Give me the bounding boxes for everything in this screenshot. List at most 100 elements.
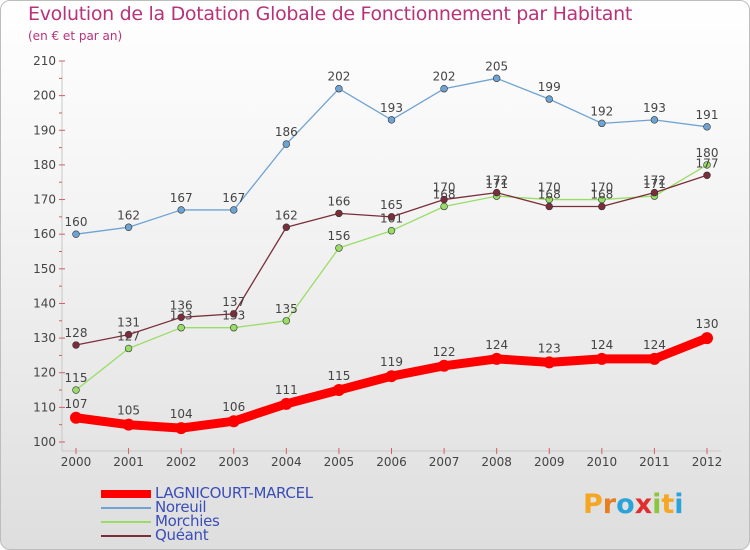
data-label: 172 [643,174,666,188]
legend-label: Morchies [155,512,220,530]
data-point [282,317,291,325]
data-label: 135 [275,302,298,316]
logo-letter: t [661,489,675,520]
data-point [703,171,711,180]
chart-subtitle: (en € et par an) [28,29,123,43]
legend-swatch [101,507,151,509]
data-label: 170 [433,181,456,195]
logo-letter: o [616,489,635,520]
data-point [701,332,713,345]
data-label: 177 [696,156,719,170]
data-label: 124 [485,338,508,352]
data-label: 115 [327,369,350,383]
data-label: 186 [275,125,298,139]
data-point [335,244,343,252]
x-tick-label: 2006 [376,455,407,469]
x-tick-label: 2000 [61,455,92,469]
data-point [598,119,606,128]
data-label: 168 [538,187,561,201]
y-tick-label: 210 [33,54,56,68]
data-label: 156 [327,229,350,243]
data-label: 193 [380,101,403,115]
data-point [72,230,80,238]
data-point [385,370,398,383]
data-label: 123 [538,341,561,355]
logo-letter: x [634,489,653,520]
x-tick-label: 2002 [166,455,197,469]
y-tick-label: 120 [33,366,56,380]
data-point [387,213,396,221]
data-label: 128 [65,326,88,340]
data-point [227,415,240,428]
data-point [648,352,661,365]
data-point [703,123,711,131]
data-label: 137 [222,295,245,309]
data-point [438,359,451,372]
x-tick-label: 2003 [218,455,249,469]
data-label: 105 [117,404,140,418]
data-label: 106 [222,400,245,414]
legend-swatch [101,490,151,498]
data-point [124,223,133,231]
data-point [282,140,291,148]
data-label: 130 [696,317,719,331]
data-label: 160 [65,215,88,229]
data-point [72,386,80,394]
data-point [332,384,345,397]
data-label: 171 [485,177,508,191]
data-point [175,422,188,435]
x-tick-label: 2007 [429,455,460,469]
data-point [387,116,396,124]
data-point [124,344,133,353]
data-point [703,161,711,169]
y-tick-label: 110 [33,400,56,414]
data-point [543,356,556,369]
data-label: 124 [643,338,666,352]
data-point [440,202,448,211]
data-point [177,313,185,322]
data-label: 193 [643,101,666,115]
data-point [282,223,291,231]
data-point [595,352,608,365]
logo-letter: i [674,489,684,520]
data-label: 191 [696,108,719,122]
data-point [440,195,448,204]
data-label: 165 [380,198,403,212]
data-point [177,206,185,214]
data-point [280,397,293,410]
data-point [545,202,553,211]
data-point [545,95,553,103]
data-point [335,209,343,218]
logo-letter: P [583,489,603,520]
data-label: 111 [275,383,298,397]
legend-swatch [101,535,151,537]
data-point [650,188,659,197]
data-point [492,188,501,197]
data-label: 131 [117,316,140,330]
data-label: 205 [485,59,508,73]
data-label: 162 [117,208,140,222]
data-label: 122 [433,345,456,359]
data-label: 192 [590,104,613,118]
data-label: 170 [538,181,561,195]
x-tick-label: 2009 [534,455,565,469]
data-label: 202 [327,70,350,84]
logo-letter: r [602,489,617,520]
data-label: 167 [222,191,245,205]
data-point [335,85,343,93]
data-point [230,206,238,214]
data-label: 166 [327,194,350,208]
logo-letter: i [652,489,662,520]
legend-swatch [101,521,151,523]
data-label: 136 [170,298,193,312]
y-tick-label: 150 [33,262,56,276]
y-tick-label: 140 [33,296,56,310]
y-tick-label: 160 [33,227,56,241]
legend-label: Noreuil [155,498,207,516]
data-point [122,418,135,431]
x-tick-label: 2004 [271,455,302,469]
legend-label: LAGNICOURT-MARCEL [155,484,313,502]
y-tick-label: 170 [33,193,56,207]
x-tick-label: 2010 [587,455,618,469]
